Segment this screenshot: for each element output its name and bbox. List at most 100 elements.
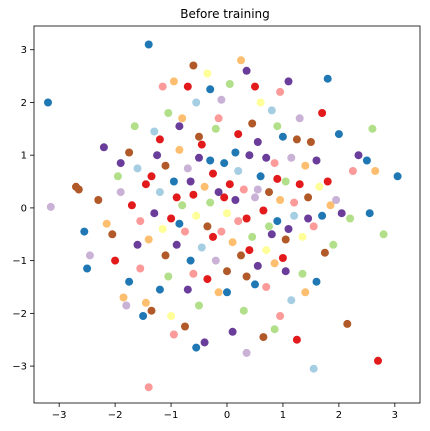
x-tick-label: 0 bbox=[224, 410, 230, 421]
data-point bbox=[169, 330, 178, 339]
data-point bbox=[292, 135, 301, 144]
data-point bbox=[301, 161, 310, 170]
data-point bbox=[150, 209, 159, 218]
data-point bbox=[301, 288, 310, 297]
x-tick-label: −3 bbox=[52, 410, 67, 421]
data-point bbox=[203, 69, 212, 78]
data-point bbox=[167, 312, 176, 320]
data-point bbox=[290, 198, 299, 207]
data-point bbox=[304, 214, 313, 223]
data-point bbox=[298, 232, 307, 241]
data-point bbox=[239, 306, 248, 315]
data-point bbox=[102, 219, 111, 228]
data-point bbox=[348, 167, 357, 175]
y-tick-label: 2 bbox=[21, 98, 27, 109]
data-point bbox=[113, 172, 122, 181]
data-point bbox=[206, 198, 215, 207]
data-point bbox=[278, 254, 287, 262]
y-tick-label: −2 bbox=[12, 309, 27, 320]
x-tick-label: 2 bbox=[336, 410, 342, 421]
data-point bbox=[172, 240, 181, 249]
data-point bbox=[292, 335, 301, 344]
data-point bbox=[253, 261, 262, 270]
data-point bbox=[337, 209, 346, 218]
data-point bbox=[161, 251, 170, 260]
data-point bbox=[195, 301, 203, 310]
data-point bbox=[153, 151, 162, 160]
data-point bbox=[155, 188, 164, 197]
data-point bbox=[239, 185, 248, 194]
data-point bbox=[214, 288, 223, 297]
data-point bbox=[181, 322, 189, 331]
data-point bbox=[189, 61, 198, 70]
data-point bbox=[220, 193, 229, 202]
data-point bbox=[315, 182, 324, 191]
data-point bbox=[242, 348, 251, 357]
data-point bbox=[161, 161, 170, 170]
data-point bbox=[197, 243, 206, 252]
data-point bbox=[234, 130, 243, 139]
data-point bbox=[287, 153, 296, 162]
data-point bbox=[259, 333, 268, 342]
data-point bbox=[234, 217, 243, 226]
data-point bbox=[80, 227, 89, 236]
data-point bbox=[139, 312, 148, 320]
data-point bbox=[284, 77, 293, 86]
data-point bbox=[228, 238, 237, 247]
data-point bbox=[122, 301, 131, 310]
data-point bbox=[116, 188, 125, 197]
data-point bbox=[312, 156, 321, 165]
data-point bbox=[326, 201, 335, 210]
data-point bbox=[256, 172, 265, 181]
x-tick-label: 1 bbox=[280, 410, 286, 421]
data-point bbox=[251, 280, 259, 289]
data-point bbox=[278, 132, 287, 141]
data-point bbox=[44, 98, 52, 107]
data-point bbox=[116, 159, 125, 168]
data-point bbox=[183, 82, 192, 91]
data-point bbox=[46, 202, 55, 211]
x-tick-label: −1 bbox=[164, 410, 179, 421]
data-point bbox=[323, 177, 332, 186]
data-point bbox=[220, 159, 229, 168]
data-point bbox=[354, 151, 363, 160]
data-point bbox=[195, 153, 203, 162]
data-point bbox=[203, 222, 212, 231]
data-point bbox=[332, 196, 341, 204]
data-point bbox=[242, 214, 251, 223]
data-point bbox=[83, 264, 92, 273]
data-point bbox=[225, 80, 234, 88]
data-point bbox=[175, 145, 184, 154]
data-point bbox=[189, 190, 198, 199]
data-point bbox=[265, 222, 273, 231]
data-point bbox=[343, 319, 352, 328]
chart-title: Before training bbox=[180, 7, 270, 21]
data-point bbox=[172, 193, 181, 202]
data-point bbox=[225, 180, 234, 189]
data-point bbox=[237, 251, 245, 260]
data-point bbox=[209, 232, 217, 241]
y-tick-label: 1 bbox=[21, 151, 27, 162]
data-point bbox=[125, 277, 134, 286]
data-point bbox=[273, 122, 282, 131]
data-point bbox=[203, 275, 212, 284]
data-point bbox=[309, 364, 318, 373]
data-point bbox=[144, 40, 153, 49]
points-layer bbox=[44, 40, 402, 392]
data-point bbox=[125, 148, 134, 157]
data-point bbox=[393, 172, 402, 181]
data-point bbox=[306, 138, 315, 146]
data-point bbox=[186, 177, 195, 186]
data-point bbox=[217, 227, 226, 236]
data-point bbox=[155, 285, 164, 294]
data-point bbox=[181, 227, 189, 236]
data-point bbox=[136, 217, 145, 226]
data-point bbox=[211, 256, 220, 265]
data-point bbox=[183, 164, 192, 173]
data-point bbox=[276, 312, 285, 320]
data-point bbox=[217, 95, 226, 104]
data-point bbox=[270, 259, 279, 268]
data-point bbox=[200, 182, 209, 191]
data-point bbox=[144, 383, 153, 392]
